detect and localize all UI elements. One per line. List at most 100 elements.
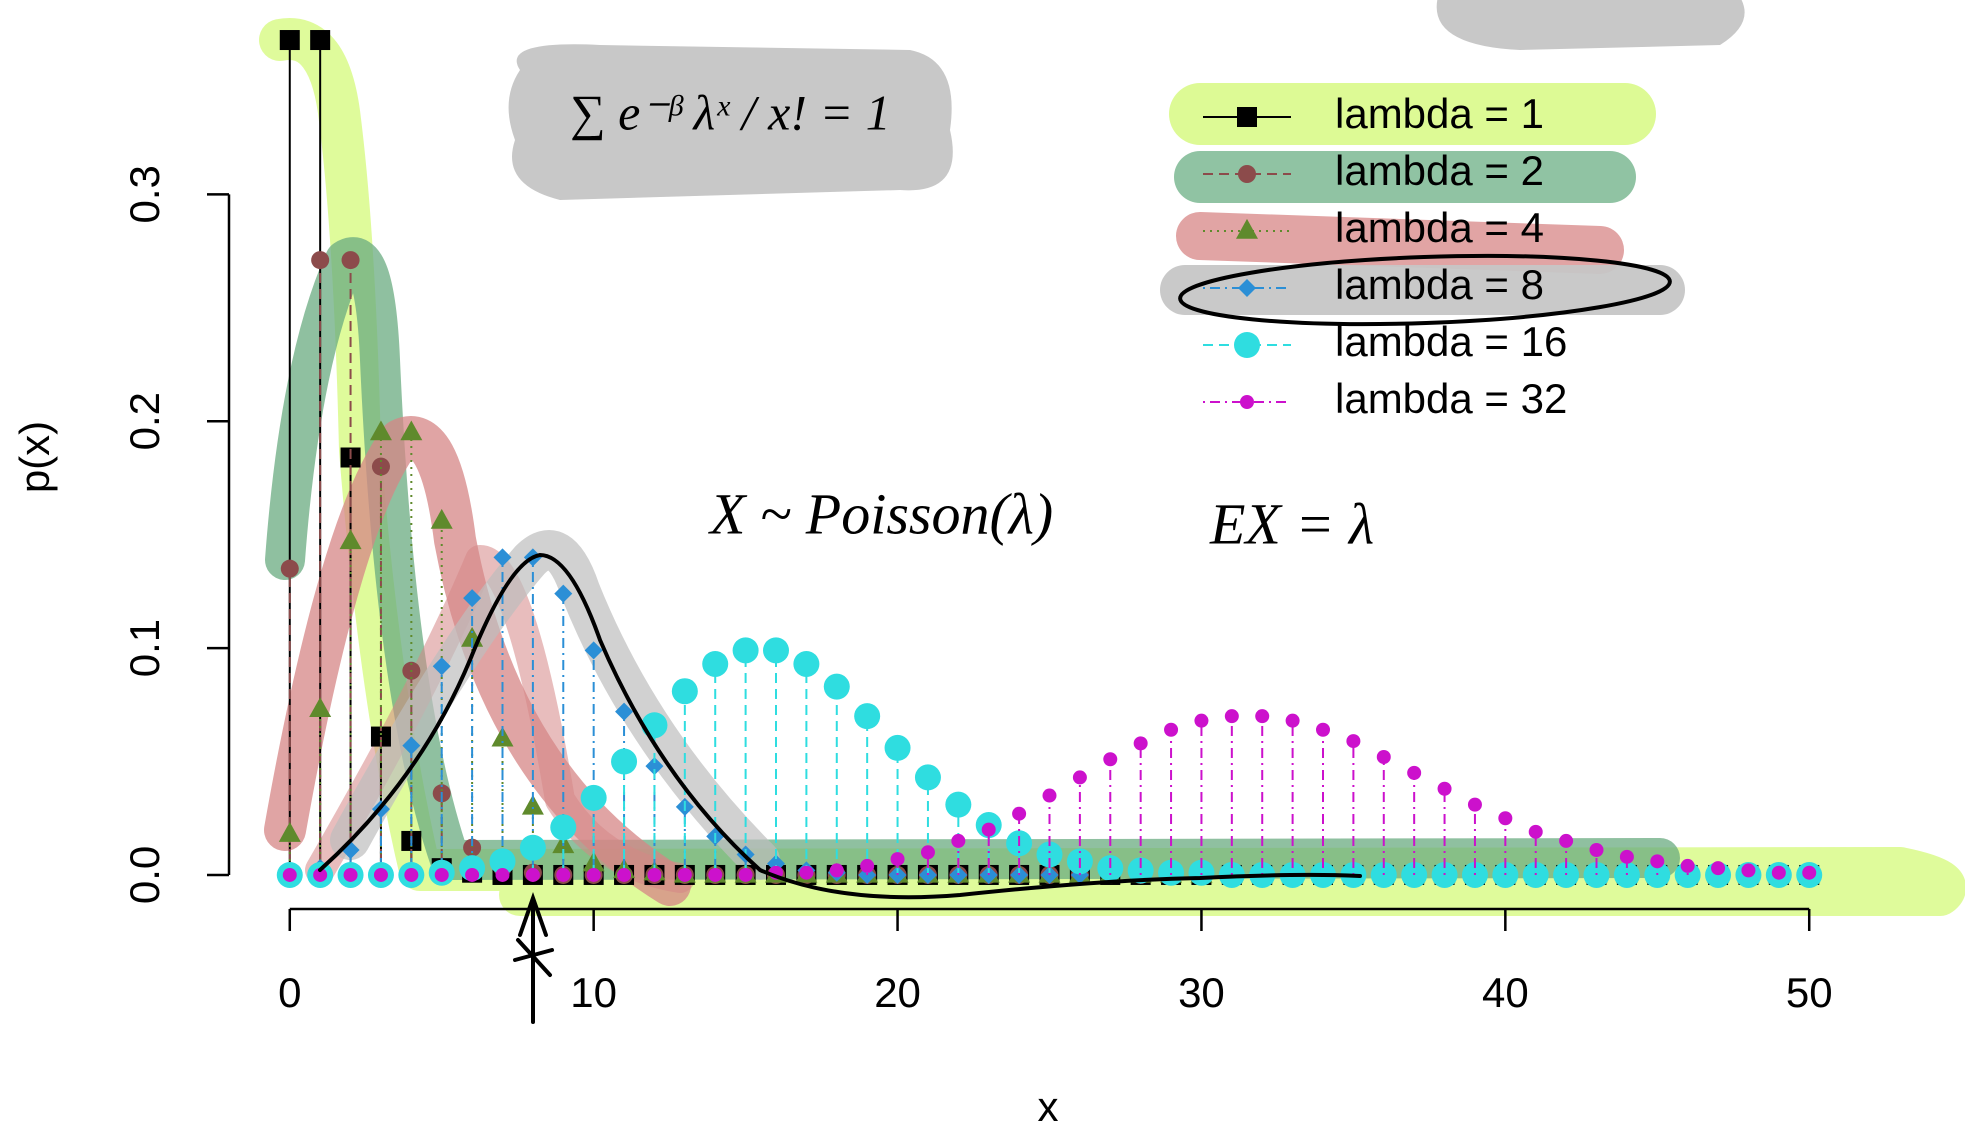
x-tick-label: 0 [278, 969, 301, 1016]
point [732, 637, 759, 664]
legend: lambda = 1 lambda = 2 lambda = 4 lambda = 8… [1203, 90, 1567, 422]
point [1072, 770, 1087, 785]
point [556, 867, 571, 882]
y-tick-label: 0.2 [121, 392, 168, 450]
point [981, 822, 996, 837]
point [615, 702, 634, 721]
point [854, 703, 881, 730]
point [554, 584, 573, 603]
legend-label: lambda = 4 [1335, 204, 1544, 251]
point [763, 637, 789, 664]
legend-marker [1236, 218, 1258, 239]
point [1042, 788, 1057, 803]
point [463, 589, 482, 608]
highlight [330, 530, 780, 880]
point [829, 863, 844, 878]
point [1437, 781, 1452, 796]
legend-label: lambda = 8 [1335, 261, 1544, 308]
point [1467, 797, 1482, 812]
point [343, 867, 358, 882]
point [1407, 765, 1422, 780]
point [279, 30, 300, 51]
point [1771, 865, 1786, 880]
point [491, 726, 514, 747]
point [1498, 811, 1513, 826]
point [1802, 865, 1817, 880]
point [945, 791, 972, 818]
point [370, 726, 391, 747]
point [1103, 752, 1118, 767]
point [1680, 858, 1695, 873]
legend-marker [1240, 395, 1254, 409]
point [702, 650, 729, 677]
point [1255, 709, 1270, 724]
point [1036, 841, 1063, 868]
point [525, 867, 540, 882]
point [860, 858, 875, 873]
point [341, 251, 360, 270]
annotation: X ~ Poisson(λ) [708, 481, 1053, 546]
point [1376, 749, 1391, 764]
point [1528, 824, 1543, 839]
point [1650, 854, 1665, 869]
point [611, 748, 638, 775]
point [465, 867, 480, 882]
legend-marker [1238, 165, 1256, 183]
point [920, 845, 935, 860]
point [1559, 833, 1574, 848]
hand-drawings [318, 253, 1672, 1024]
point [463, 838, 482, 857]
point [434, 867, 449, 882]
point [404, 867, 419, 882]
y-tick-label: 0.1 [121, 619, 168, 677]
x-axis-label: x [1038, 1083, 1059, 1126]
point [1194, 713, 1209, 728]
point [495, 867, 510, 882]
gray-cloud [1436, 0, 1745, 50]
point [1164, 722, 1179, 737]
legend-label: lambda = 2 [1335, 147, 1544, 194]
point [580, 784, 607, 811]
point [1285, 713, 1300, 728]
point [430, 508, 453, 529]
point [586, 867, 601, 882]
gray-cloud [508, 44, 953, 201]
plot-area: 0.0 0.1 0.2 0.3 0 10 20 30 40 50 [121, 30, 1833, 1016]
legend-marker [1237, 107, 1257, 127]
point [708, 867, 723, 882]
point [550, 814, 577, 841]
x-tick-label: 20 [874, 969, 921, 1016]
point [1589, 843, 1604, 858]
annotation: EX = λ [1209, 491, 1374, 556]
x-tick-label: 40 [1482, 969, 1529, 1016]
point [432, 657, 451, 676]
point [521, 794, 544, 815]
point [1133, 736, 1148, 751]
hand-ellipse [1178, 253, 1672, 327]
legend-label: lambda = 1 [1335, 90, 1544, 137]
point [1346, 734, 1361, 749]
point [1741, 863, 1756, 878]
point [493, 548, 512, 567]
point [1224, 709, 1239, 724]
point [339, 529, 362, 550]
point [799, 865, 814, 880]
point [914, 764, 941, 791]
point [1012, 806, 1027, 821]
point [373, 867, 388, 882]
point [309, 697, 332, 718]
point [489, 848, 516, 875]
y-tick-label: 0.3 [121, 165, 168, 223]
point [884, 734, 911, 761]
point [519, 834, 546, 861]
point [738, 867, 753, 882]
point [1619, 849, 1634, 864]
x-tick-label: 30 [1178, 969, 1225, 1016]
point [890, 852, 905, 867]
highlights [259, 0, 1965, 916]
series [282, 709, 1817, 882]
x-tick-label: 50 [1786, 969, 1833, 1016]
hand-curve [318, 552, 1362, 900]
